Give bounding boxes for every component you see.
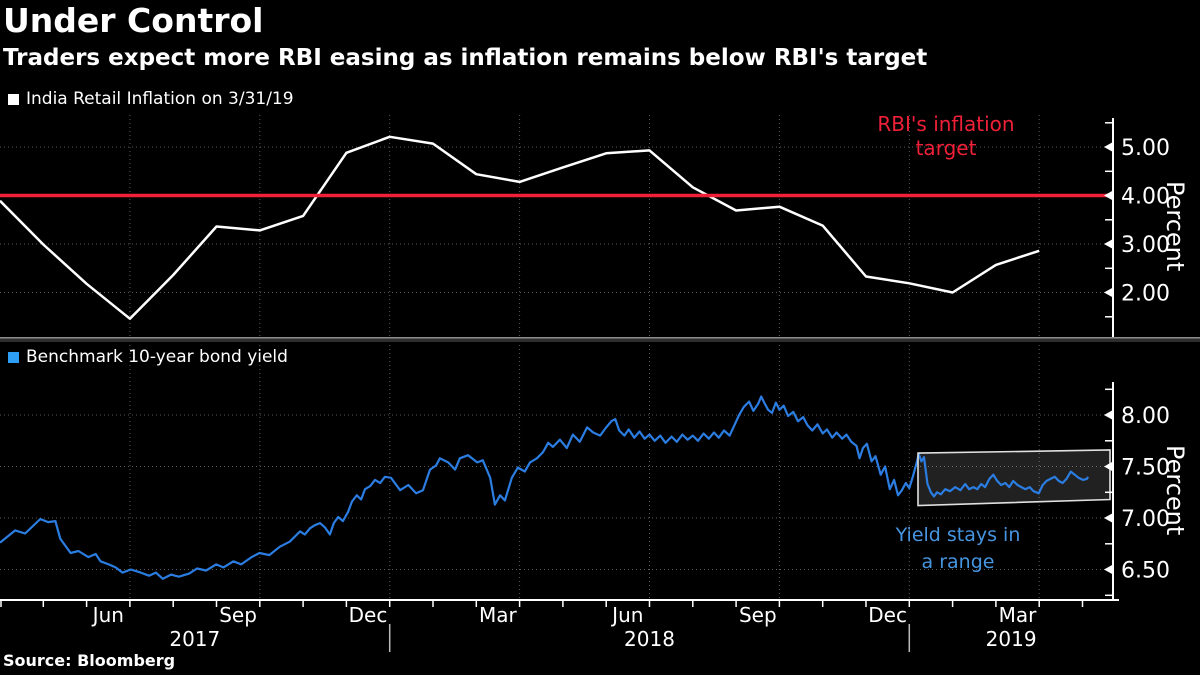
inflation-line-series [0, 135, 1040, 320]
x-month-label: Dec [349, 603, 388, 627]
bond-yield-line-series [0, 395, 1090, 580]
y-axis: 5.00 4.00 3.00 2.00 [1104, 118, 1170, 337]
panel-separator [0, 337, 1200, 342]
y-axis-unit-label-bottom: Percent [1161, 445, 1189, 536]
x-year-label: 2019 [986, 627, 1037, 651]
y-tick-label: 5.00 [1121, 136, 1170, 161]
x-month-label: Mar [999, 603, 1038, 627]
annotation-rbi-target: RBI's inflation target [877, 112, 1015, 160]
x-axis: Jun Sep Dec Mar Jun Sep Dec Mar 2017 2018 2019 [0, 599, 1119, 652]
x-month-label: Sep [219, 603, 257, 627]
x-year-label: 2018 [624, 627, 675, 651]
yield-range-highlight-box [918, 450, 1110, 506]
legend-swatch-icon [8, 351, 19, 363]
legend-swatch-icon [8, 93, 19, 105]
page-title: Under Control [3, 1, 264, 40]
x-year-label: 2017 [169, 627, 220, 651]
y-tick-label: 7.00 [1121, 507, 1170, 532]
x-month-label: Dec [868, 603, 907, 627]
quarter-gridlines [129, 115, 1040, 600]
legend-bond-yield: Benchmark 10-year bond yield [8, 347, 288, 367]
y-tick-label: 2.00 [1121, 282, 1170, 307]
legend-inflation-label: India Retail Inflation on 3/31/19 [26, 89, 294, 109]
y-axis: 8.00 7.50 7.00 6.50 [1104, 382, 1170, 600]
x-month-label: Jun [610, 603, 643, 627]
page-subtitle: Traders expect more RBI easing as inflat… [3, 45, 928, 71]
x-month-label: Jun [91, 603, 124, 627]
y-axis-unit-label-top: Percent [1161, 181, 1189, 272]
legend-inflation: India Retail Inflation on 3/31/19 [8, 89, 294, 109]
annotation-yield-range: Yield stays in a range [895, 524, 1021, 573]
y-tick-label: 4.00 [1121, 185, 1170, 210]
x-month-label: Sep [739, 603, 777, 627]
y-tick-label: 6.50 [1121, 559, 1170, 584]
source-credit: Source: Bloomberg [3, 651, 176, 670]
legend-bond-yield-label: Benchmark 10-year bond yield [26, 347, 288, 367]
y-tick-label: 3.00 [1121, 233, 1170, 258]
yield-range-highlight-box-border [917, 449, 1111, 507]
y-tick-label: 8.00 [1121, 404, 1170, 429]
y-tick-label: 7.50 [1121, 456, 1170, 481]
x-month-label: Mar [479, 603, 518, 627]
